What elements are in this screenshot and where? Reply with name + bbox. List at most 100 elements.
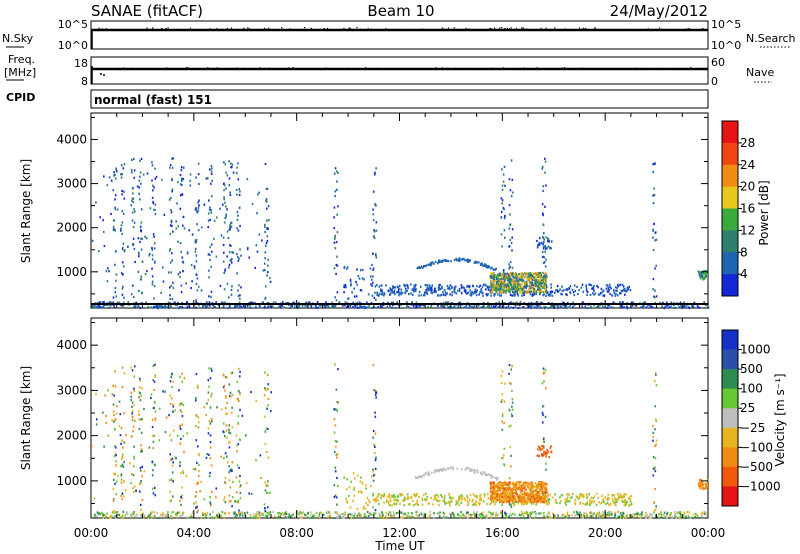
echo-cell <box>590 511 593 514</box>
echo-cell <box>388 511 391 514</box>
echo-cell <box>583 511 585 515</box>
echo-cell <box>138 179 141 182</box>
echo-cell <box>210 464 213 467</box>
echo-cell <box>519 500 521 503</box>
echo-cell <box>220 301 223 304</box>
echo-cell <box>544 157 546 160</box>
echo-cell <box>423 294 425 297</box>
echo-cell <box>339 513 341 516</box>
echo-cell <box>130 516 133 519</box>
echo-cell <box>504 382 506 385</box>
echo-cell <box>132 243 135 246</box>
echo-cell <box>503 500 505 503</box>
echo-cell <box>544 290 547 293</box>
echo-cell <box>153 247 156 250</box>
echo-cell <box>236 514 239 517</box>
echo-cell <box>544 278 547 281</box>
echo-cell <box>620 512 623 515</box>
echo-cell <box>200 289 203 292</box>
echo-cell <box>655 515 657 518</box>
echo-cell <box>372 468 374 471</box>
echo-cell <box>533 497 536 500</box>
echo-cell <box>419 285 422 288</box>
echo-cell <box>216 514 218 517</box>
echo-cell <box>512 495 515 498</box>
echo-cell <box>225 215 227 218</box>
echo-cell <box>220 234 223 237</box>
echo-cell <box>333 484 336 487</box>
echo-cell <box>504 483 506 486</box>
echo-cell <box>266 492 269 495</box>
echo-cell <box>114 511 117 514</box>
echo-cell <box>593 293 595 296</box>
echo-cell <box>548 294 551 297</box>
echo-cell <box>460 510 462 514</box>
echo-cell <box>419 266 422 269</box>
echo-cell <box>544 306 546 309</box>
echo-cell <box>554 493 556 496</box>
echo-cell <box>507 284 510 287</box>
echo-cell <box>501 428 504 431</box>
echo-cell <box>335 299 338 302</box>
echo-cell <box>344 301 347 304</box>
echo-cell <box>217 515 220 518</box>
echo-cell <box>517 273 519 276</box>
echo-cell <box>624 289 627 293</box>
echo-cell <box>224 201 226 204</box>
echo-cell <box>209 504 212 507</box>
echo-cell <box>621 514 624 517</box>
echo-cell <box>334 466 337 469</box>
echo-cell <box>509 238 512 242</box>
echo-cell <box>269 280 272 283</box>
echo-cell <box>171 166 174 169</box>
echo-cell <box>511 389 513 393</box>
echo-cell <box>652 236 654 239</box>
echo-cell <box>353 515 355 518</box>
echo-cell <box>521 498 524 501</box>
echo-cell <box>445 292 447 295</box>
echo-cell <box>497 293 499 296</box>
echo-cell <box>564 501 567 504</box>
echo-cell <box>334 194 336 198</box>
echo-cell <box>605 513 608 517</box>
echo-cell <box>566 288 569 291</box>
echo-cell <box>506 287 509 290</box>
echo-cell <box>232 171 235 174</box>
echo-cell <box>564 515 566 518</box>
echo-cell <box>538 483 540 486</box>
echo-cell <box>653 379 656 382</box>
echo-cell <box>491 486 494 490</box>
echo-cell <box>406 284 409 287</box>
echo-cell <box>440 293 443 297</box>
echo-cell <box>509 293 512 297</box>
echo-cell <box>333 450 336 454</box>
echo-cell <box>239 491 242 495</box>
echo-cell <box>652 170 654 174</box>
echo-cell <box>505 291 507 294</box>
echo-cell <box>521 486 524 489</box>
echo-cell <box>492 511 495 515</box>
echo-cell <box>151 418 154 421</box>
echo-cell <box>414 284 417 287</box>
power-colorbar-label: Power [dB] <box>757 180 771 245</box>
echo-cell <box>356 268 358 271</box>
echo-cell <box>511 414 513 417</box>
echo-cell <box>501 494 504 497</box>
echo-cell <box>230 288 233 292</box>
echo-cell <box>486 305 489 309</box>
echo-cell <box>239 485 241 488</box>
echo-cell <box>139 171 142 174</box>
echo-cell <box>157 304 160 308</box>
echo-cell <box>396 285 399 288</box>
echo-cell <box>529 484 532 487</box>
echo-cell <box>213 219 216 222</box>
echo-cell <box>266 239 269 243</box>
echo-cell <box>436 294 439 297</box>
echo-cell <box>583 515 586 518</box>
echo-cell <box>545 516 548 519</box>
echo-cell <box>174 513 177 516</box>
echo-cell <box>500 282 502 285</box>
echo-cell <box>509 189 512 192</box>
echo-cell <box>210 211 213 214</box>
echo-cell <box>195 238 198 242</box>
